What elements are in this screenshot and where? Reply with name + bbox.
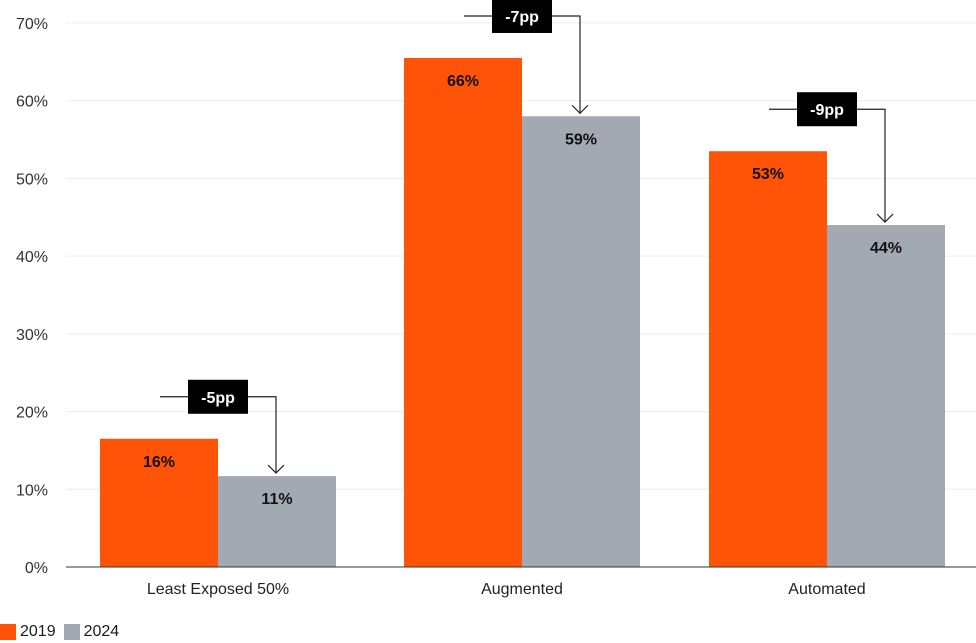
annotation-arrowhead: [876, 213, 894, 223]
annotation-label: -9pp: [810, 102, 844, 119]
y-tick-label: 30%: [16, 327, 48, 344]
legend-label-2024: 2024: [83, 623, 120, 640]
annotation-label: -7pp: [505, 9, 539, 26]
annotation-label: -5pp: [201, 390, 235, 407]
legend: 2019 2024: [0, 622, 127, 642]
legend-swatch-2019: [0, 624, 16, 640]
x-tick-label: Least Exposed 50%: [147, 581, 289, 598]
x-tick-label: Augmented: [481, 581, 563, 598]
y-tick-label: 70%: [16, 16, 48, 33]
annotation-box: [492, 0, 552, 33]
y-tick-label: 50%: [16, 171, 48, 188]
annotation-box: [797, 92, 857, 127]
bar-2024: [218, 476, 336, 567]
annotation-box: [188, 379, 248, 414]
legend-item-2024: 2024: [63, 623, 120, 641]
y-tick-label: 20%: [16, 405, 48, 422]
bar-value-label: 44%: [870, 240, 902, 257]
annotation-arrowhead: [571, 104, 589, 115]
bar-2019: [709, 151, 827, 567]
bar-value-label: 16%: [143, 454, 175, 471]
x-tick-label: Automated: [788, 581, 865, 598]
bar-value-label: 11%: [261, 491, 292, 508]
legend-swatch-2024: [63, 624, 80, 640]
bar-chart: 0% 10% 20% 30% 40% 50% 60% 70% 16% 11% Least Expos…: [16, 0, 976, 598]
annotation-arrowhead: [267, 464, 285, 474]
y-tick-label: 40%: [16, 249, 48, 266]
bar-value-label: 53%: [752, 166, 784, 183]
y-tick-label: 60%: [16, 94, 48, 111]
y-tick-label: 10%: [16, 482, 48, 499]
legend-label-2019: 2019: [20, 623, 56, 640]
bar-value-label: 66%: [447, 73, 479, 90]
legend-item-2019: 2019: [0, 623, 56, 641]
bar-2024: [827, 225, 945, 568]
bar-2019: [100, 438, 218, 567]
y-tick-label: 0%: [25, 560, 48, 577]
bar-2019: [404, 57, 522, 567]
bar-value-label: 59%: [565, 131, 597, 148]
bar-2024: [522, 116, 640, 567]
